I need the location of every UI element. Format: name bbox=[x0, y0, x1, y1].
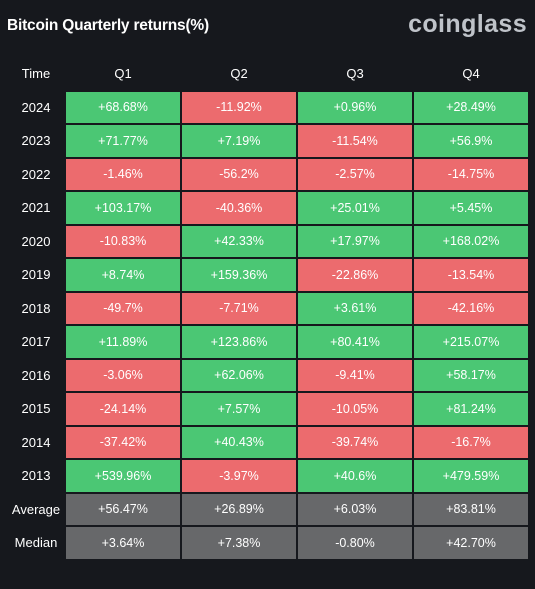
summary-cell-q4: +83.81% bbox=[414, 493, 528, 525]
table-row: 2018 -49.7% -7.71% +3.61% -42.16% bbox=[8, 292, 528, 324]
return-cell-q2: -40.36% bbox=[182, 192, 296, 224]
year-label: 2015 bbox=[21, 401, 51, 417]
return-cell-q4: -13.54% bbox=[414, 259, 528, 291]
year-label: 2014 bbox=[21, 434, 51, 450]
return-cell-q1: +71.77% bbox=[66, 125, 180, 157]
year-label: 2020 bbox=[21, 233, 51, 249]
return-cell-q1: +103.17% bbox=[66, 192, 180, 224]
return-cell-q1: -10.83% bbox=[66, 225, 180, 257]
return-cell-q3: -2.57% bbox=[298, 158, 412, 190]
return-cell-q3: -39.74% bbox=[298, 426, 412, 458]
return-cell-q1: -37.42% bbox=[66, 426, 180, 458]
table-row: 2015 -24.14% +7.57% -10.05% +81.24% bbox=[8, 393, 528, 425]
year-label: 2016 bbox=[21, 367, 51, 383]
return-cell-q1: -3.06% bbox=[66, 359, 180, 391]
return-cell-q3: -11.54% bbox=[298, 125, 412, 157]
return-cell-q2: +7.19% bbox=[182, 125, 296, 157]
year-label: 2024 bbox=[21, 99, 51, 115]
return-cell-q4: +168.02% bbox=[414, 225, 528, 257]
return-cell-q3: -10.05% bbox=[298, 393, 412, 425]
return-cell-q1: -49.7% bbox=[66, 292, 180, 324]
return-cell-q3: -22.86% bbox=[298, 259, 412, 291]
return-cell-q2: +123.86% bbox=[182, 326, 296, 358]
table-row: 2022 -1.46% -56.2% -2.57% -14.75% bbox=[8, 158, 528, 190]
column-header-q1: Q1 bbox=[114, 66, 132, 82]
summary-cell-q2: +7.38% bbox=[182, 527, 296, 559]
header: Bitcoin Quarterly returns(%) coinglass bbox=[0, 0, 535, 56]
summary-label: Median bbox=[14, 535, 58, 551]
summary-row: Average +56.47% +26.89% +6.03% +83.81% bbox=[8, 493, 528, 525]
summary-row: Median +3.64% +7.38% -0.80% +42.70% bbox=[8, 527, 528, 559]
return-cell-q2: -56.2% bbox=[182, 158, 296, 190]
return-cell-q4: -14.75% bbox=[414, 158, 528, 190]
return-cell-q2: -7.71% bbox=[182, 292, 296, 324]
table-row: 2023 +71.77% +7.19% -11.54% +56.9% bbox=[8, 125, 528, 157]
table-row: 2014 -37.42% +40.43% -39.74% -16.7% bbox=[8, 426, 528, 458]
column-header-q4: Q4 bbox=[462, 66, 480, 82]
return-cell-q3: +80.41% bbox=[298, 326, 412, 358]
summary-cell-q1: +56.47% bbox=[66, 493, 180, 525]
return-cell-q4: +58.17% bbox=[414, 359, 528, 391]
return-cell-q1: -1.46% bbox=[66, 158, 180, 190]
header-row: Time Q1 Q2 Q3 Q4 bbox=[8, 58, 528, 90]
return-cell-q3: +0.96% bbox=[298, 91, 412, 123]
year-label: 2017 bbox=[21, 334, 51, 350]
return-cell-q4: +28.49% bbox=[414, 91, 528, 123]
return-cell-q4: +5.45% bbox=[414, 192, 528, 224]
table-row: 2017 +11.89% +123.86% +80.41% +215.07% bbox=[8, 326, 528, 358]
year-label: 2021 bbox=[21, 200, 51, 216]
return-cell-q1: +11.89% bbox=[66, 326, 180, 358]
return-cell-q2: -11.92% bbox=[182, 91, 296, 123]
table-row: 2024 +68.68% -11.92% +0.96% +28.49% bbox=[8, 91, 528, 123]
year-label: 2023 bbox=[21, 133, 51, 149]
return-cell-q4: +56.9% bbox=[414, 125, 528, 157]
table-row: 2013 +539.96% -3.97% +40.6% +479.59% bbox=[8, 460, 528, 492]
year-label: 2022 bbox=[21, 166, 51, 182]
return-cell-q1: +539.96% bbox=[66, 460, 180, 492]
return-cell-q2: +42.33% bbox=[182, 225, 296, 257]
chart-title: Bitcoin Quarterly returns(%) bbox=[7, 17, 209, 34]
column-header-q2: Q2 bbox=[230, 66, 248, 82]
summary-label: Average bbox=[11, 501, 61, 517]
year-label: 2019 bbox=[21, 267, 51, 283]
table-row: 2020 -10.83% +42.33% +17.97% +168.02% bbox=[8, 225, 528, 257]
quarterly-returns-table: Time Q1 Q2 Q3 Q4 2024 +68.68% -11.92% +0.96… bbox=[6, 56, 530, 561]
return-cell-q1: +8.74% bbox=[66, 259, 180, 291]
summary-cell-q3: +6.03% bbox=[298, 493, 412, 525]
return-cell-q4: +215.07% bbox=[414, 326, 528, 358]
year-label: 2018 bbox=[21, 300, 51, 316]
summary-cell-q3: -0.80% bbox=[298, 527, 412, 559]
column-header-time: Time bbox=[21, 66, 51, 82]
return-cell-q2: +62.06% bbox=[182, 359, 296, 391]
return-cell-q4: -16.7% bbox=[414, 426, 528, 458]
return-cell-q2: +40.43% bbox=[182, 426, 296, 458]
return-cell-q1: -24.14% bbox=[66, 393, 180, 425]
return-cell-q4: -42.16% bbox=[414, 292, 528, 324]
table-row: 2019 +8.74% +159.36% -22.86% -13.54% bbox=[8, 259, 528, 291]
summary-cell-q4: +42.70% bbox=[414, 527, 528, 559]
return-cell-q3: -9.41% bbox=[298, 359, 412, 391]
brand-logo: coinglass bbox=[408, 10, 527, 38]
return-cell-q3: +40.6% bbox=[298, 460, 412, 492]
return-cell-q2: +159.36% bbox=[182, 259, 296, 291]
table-row: 2021 +103.17% -40.36% +25.01% +5.45% bbox=[8, 192, 528, 224]
return-cell-q3: +17.97% bbox=[298, 225, 412, 257]
return-cell-q3: +3.61% bbox=[298, 292, 412, 324]
summary-cell-q2: +26.89% bbox=[182, 493, 296, 525]
return-cell-q4: +479.59% bbox=[414, 460, 528, 492]
return-cell-q4: +81.24% bbox=[414, 393, 528, 425]
return-cell-q2: -3.97% bbox=[182, 460, 296, 492]
table-row: 2016 -3.06% +62.06% -9.41% +58.17% bbox=[8, 359, 528, 391]
column-header-q3: Q3 bbox=[346, 66, 364, 82]
summary-cell-q1: +3.64% bbox=[66, 527, 180, 559]
return-cell-q2: +7.57% bbox=[182, 393, 296, 425]
table-body: 2024 +68.68% -11.92% +0.96% +28.49% 2023 +71.7… bbox=[8, 91, 528, 559]
return-cell-q3: +25.01% bbox=[298, 192, 412, 224]
return-cell-q1: +68.68% bbox=[66, 91, 180, 123]
year-label: 2013 bbox=[21, 468, 51, 484]
